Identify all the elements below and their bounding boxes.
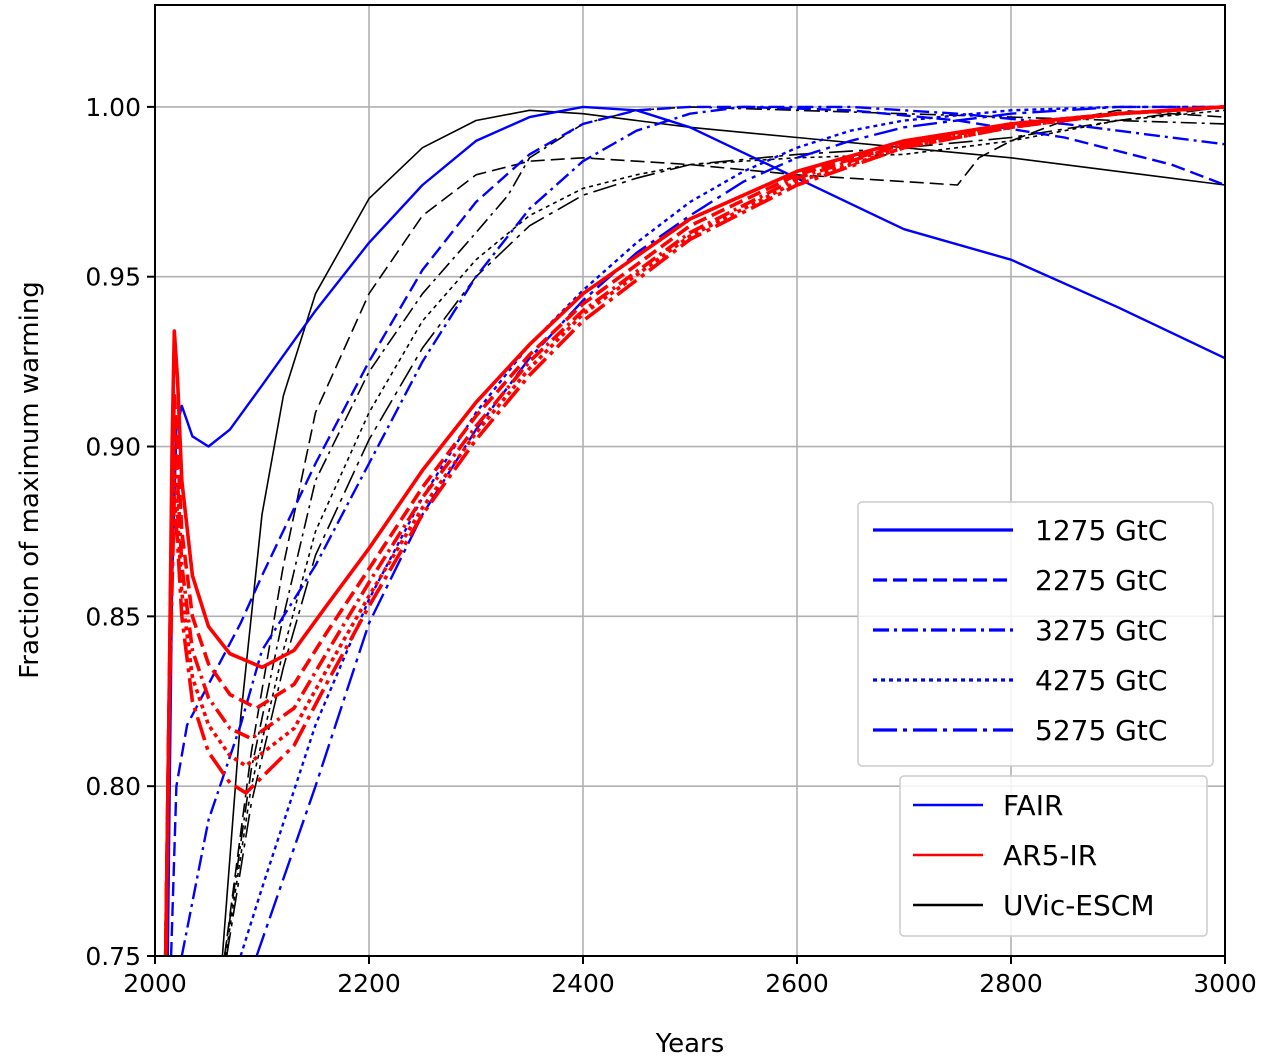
series-line-ar5-ir-1275 bbox=[163, 105, 1225, 956]
legend-emissions: 1275 GtC 2275 GtC 3275 GtC 4275 GtC 5275 GtC bbox=[857, 501, 1214, 767]
series-line-fair-3275 bbox=[180, 105, 1225, 956]
y-tick-label: 0.85 bbox=[85, 602, 141, 631]
y-axis-label: Fraction of maximum warming bbox=[15, 281, 45, 679]
legend-emission-label: 1275 GtC bbox=[1035, 514, 1167, 547]
x-tick-label: 3000 bbox=[1193, 969, 1257, 998]
ticks: 2000 2200 2400 2600 2800 3000 0.75 0.80 0.85 0.90… bbox=[85, 93, 1256, 998]
series-line-ar5-ir-2275 bbox=[163, 105, 1225, 956]
y-tick-label: 0.90 bbox=[85, 433, 141, 462]
x-tick-label: 2200 bbox=[337, 969, 401, 998]
x-tick-label: 2800 bbox=[979, 969, 1043, 998]
series-line-fair-5275 bbox=[255, 105, 1225, 956]
legend-emission-label: 4275 GtC bbox=[1035, 664, 1167, 697]
x-tick-label: 2000 bbox=[123, 969, 187, 998]
legend-emission-label: 5275 GtC bbox=[1035, 714, 1167, 747]
series-line-fair-4275 bbox=[239, 105, 1225, 956]
x-axis-label: Years bbox=[655, 1029, 725, 1059]
series-line-uvic-escm-3275 bbox=[223, 106, 1225, 956]
series-line-fair-1275 bbox=[166, 105, 1225, 956]
series-line-uvic-escm-5275 bbox=[225, 106, 1225, 956]
series-line-uvic-escm-2275 bbox=[223, 109, 1225, 956]
plot-frame bbox=[154, 4, 1226, 957]
x-tick-label: 2400 bbox=[551, 969, 615, 998]
legend-model-label: AR5-IR bbox=[1003, 839, 1097, 872]
legend-emissions-frame bbox=[857, 501, 1214, 767]
x-tick-label: 2600 bbox=[765, 969, 829, 998]
legend-model-label: UVic-ESCM bbox=[1003, 889, 1154, 922]
series-line-ar5-ir-3275 bbox=[163, 105, 1225, 956]
y-tick-label: 0.75 bbox=[85, 942, 141, 971]
legend-emission-label: 3275 GtC bbox=[1035, 614, 1167, 647]
series-line-uvic-escm-4275 bbox=[224, 109, 1225, 956]
y-tick-label: 0.80 bbox=[85, 772, 141, 801]
series-group bbox=[163, 105, 1225, 956]
series-line-ar5-ir-4275 bbox=[163, 105, 1225, 956]
legend-models-frame bbox=[899, 775, 1208, 937]
series-line-ar5-ir-5275 bbox=[163, 105, 1225, 956]
legend-models: FAIR AR5-IR UVic-ESCM bbox=[899, 775, 1208, 937]
legend-model-label: FAIR bbox=[1003, 789, 1063, 822]
series-line-uvic-escm-1275 bbox=[221, 109, 1225, 956]
legend-emission-label: 2275 GtC bbox=[1035, 564, 1167, 597]
y-tick-label: 0.95 bbox=[85, 263, 141, 292]
y-tick-label: 1.00 bbox=[85, 93, 141, 122]
